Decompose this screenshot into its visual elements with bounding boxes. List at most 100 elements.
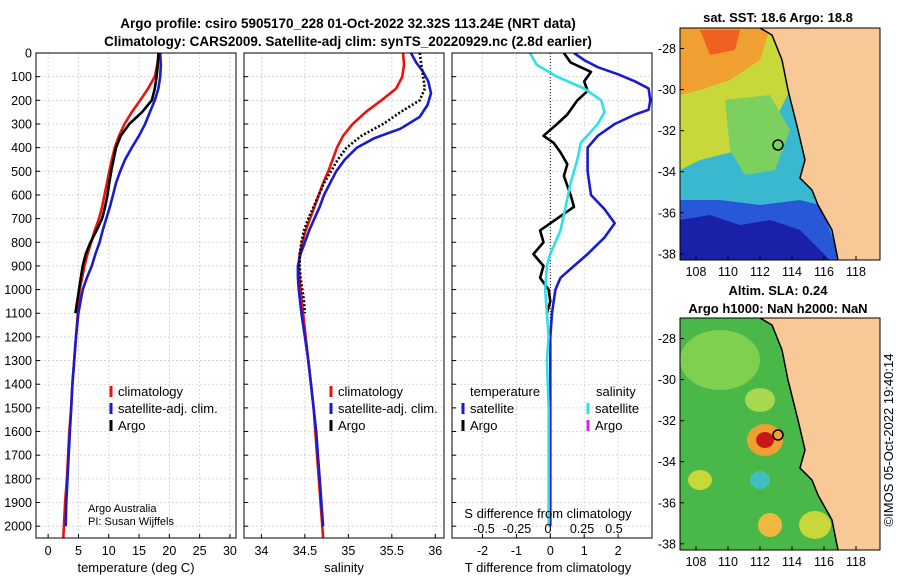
map-x-tick-label: 118 xyxy=(846,265,866,279)
sst-argo-marker xyxy=(772,139,784,151)
series-line-satellite-adj-clim- xyxy=(64,53,163,527)
series-line-t-satellite xyxy=(548,53,652,527)
series-line-s-satellite xyxy=(528,53,606,527)
map-x-tick-label: 110 xyxy=(718,555,738,569)
sst-map-ticks: 108 110 112 114 116 118 -28 -30 -32 -34 -36 -38 xyxy=(658,42,866,279)
s-difference-label: S difference from climatology xyxy=(464,506,632,521)
sla-map-title-line2: Argo h1000: NaN h2000: NaN xyxy=(688,301,867,316)
legend-argo-label: Argo xyxy=(118,418,145,433)
sla-map-frame xyxy=(679,317,881,551)
sst-map-panel: sat. SST: 18.6 Argo: 18.8 108 110 112 114 11… xyxy=(658,10,881,279)
series-line-climatology xyxy=(297,53,406,538)
y-tick-label: 700 xyxy=(11,212,32,226)
difference-panel: -2 -1 0 1 2 T difference from climatology S … xyxy=(451,52,653,575)
credit-line1: Argo Australia xyxy=(88,503,157,515)
map-x-tick-label: 116 xyxy=(814,265,834,279)
legend-t-satellite-label: satellite xyxy=(470,401,514,416)
x-tick-label: 5 xyxy=(75,544,82,558)
map-y-tick-label: -32 xyxy=(658,414,676,428)
sla-blob xyxy=(756,432,774,448)
sst-map-title: sat. SST: 18.6 Argo: 18.8 xyxy=(703,10,853,25)
legend-argo-label: Argo xyxy=(338,418,365,433)
y-tick-label: 1600 xyxy=(4,425,32,439)
salinity-lines xyxy=(296,53,433,538)
x-tick-label: 36 xyxy=(428,544,442,558)
map-y-tick-label: -34 xyxy=(658,455,676,469)
y-tick-label: 1900 xyxy=(4,496,32,510)
map-x-tick-label: 116 xyxy=(814,555,834,569)
legend-satellite-label: satellite-adj. clim. xyxy=(338,401,438,416)
map-x-tick-label: 118 xyxy=(846,555,866,569)
map-y-tick-label: -38 xyxy=(658,537,676,551)
x-tick-label: 25 xyxy=(193,544,207,558)
sst-land xyxy=(760,28,880,260)
x-tick-label: 1 xyxy=(581,544,588,558)
sla-map-title-line1: Altim. SLA: 0.24 xyxy=(729,283,829,298)
sla-blob xyxy=(688,470,712,490)
map-y-tick-label: -28 xyxy=(658,332,676,346)
s-tick-label: 0.5 xyxy=(605,522,622,536)
y-tick-label: 200 xyxy=(11,94,32,108)
y-tick-label: 1000 xyxy=(4,283,32,297)
y-tick-label: 100 xyxy=(11,70,32,84)
x-tick-label: 0 xyxy=(45,544,52,558)
legend-satellite-label: satellite-adj. clim. xyxy=(118,401,218,416)
map-y-tick-label: -30 xyxy=(658,373,676,387)
series-line-t-argo xyxy=(532,53,593,314)
y-tick-label: 1500 xyxy=(4,401,32,415)
x-tick-label: 35.5 xyxy=(380,544,404,558)
y-tick-label: 1200 xyxy=(4,330,32,344)
s-tick-label: -0.25 xyxy=(503,522,532,536)
legend-s-satellite-label: satellite xyxy=(595,401,639,416)
map-x-tick-label: 112 xyxy=(750,555,770,569)
map-y-tick-label: -30 xyxy=(658,83,676,97)
difference-xlabel: T difference from climatology xyxy=(465,560,632,575)
y-tick-label: 400 xyxy=(11,141,32,155)
y-tick-label: 600 xyxy=(11,188,32,202)
sla-blob xyxy=(750,471,770,489)
map-y-tick-label: -36 xyxy=(658,496,676,510)
x-tick-label: 10 xyxy=(102,544,116,558)
x-tick-label: 34 xyxy=(254,544,268,558)
sst-hottest-zone xyxy=(700,30,740,55)
y-tick-label: 300 xyxy=(11,117,32,131)
series-line-argo xyxy=(298,53,427,314)
x-tick-label: 30 xyxy=(223,544,237,558)
map-y-tick-label: -36 xyxy=(658,206,676,220)
temperature-xlabel: temperature (deg C) xyxy=(77,560,194,575)
salinity-ticks: 34 34.5 35 35.5 36 xyxy=(244,52,442,558)
temperature-axes-frame xyxy=(35,52,237,539)
sla-map-panel: Altim. SLA: 0.24 Argo h1000: NaN h2000: … xyxy=(658,283,881,569)
y-tick-label: 1800 xyxy=(4,472,32,486)
salinity-panel: 34 34.5 35 35.5 36 salinity climatology sate… xyxy=(243,52,445,575)
sst-mid-zone xyxy=(725,95,790,175)
legend-t-argo-label: Argo xyxy=(470,418,497,433)
s-tick-label: -0.5 xyxy=(473,522,495,536)
sla-coastline xyxy=(759,318,839,550)
temperature-grid xyxy=(36,52,236,538)
temperature-lines xyxy=(62,53,163,538)
difference-grid xyxy=(452,52,652,538)
legend-salinity-title: salinity xyxy=(596,384,636,399)
x-tick-label: 15 xyxy=(132,544,146,558)
x-tick-label: -2 xyxy=(477,544,488,558)
s-tick-label: 0.25 xyxy=(570,522,594,536)
y-tick-label: 900 xyxy=(11,259,32,273)
map-x-tick-label: 108 xyxy=(686,265,707,279)
temperature-panel: 0 5 10 15 20 25 300100200300400500600700800900… xyxy=(4,47,237,576)
legend-temperature-title: temperature xyxy=(470,384,540,399)
y-tick-label: 1700 xyxy=(4,449,32,463)
timestamp: ©IMOS 05-Oct-2022 19:40:14 xyxy=(881,354,896,527)
sla-blob xyxy=(758,513,782,537)
x-tick-label: -1 xyxy=(511,544,522,558)
difference-lines xyxy=(528,53,652,538)
map-x-tick-label: 114 xyxy=(782,555,802,569)
salinity-xlabel: salinity xyxy=(324,560,364,575)
figure-title-line2: Climatology: CARS2009. Satellite-adj cli… xyxy=(104,34,592,49)
sst-map-frame xyxy=(679,27,881,261)
y-tick-label: 500 xyxy=(11,165,32,179)
map-y-tick-label: -34 xyxy=(658,165,676,179)
map-x-tick-label: 112 xyxy=(750,265,770,279)
x-tick-label: 0 xyxy=(547,544,554,558)
y-tick-label: 1300 xyxy=(4,354,32,368)
